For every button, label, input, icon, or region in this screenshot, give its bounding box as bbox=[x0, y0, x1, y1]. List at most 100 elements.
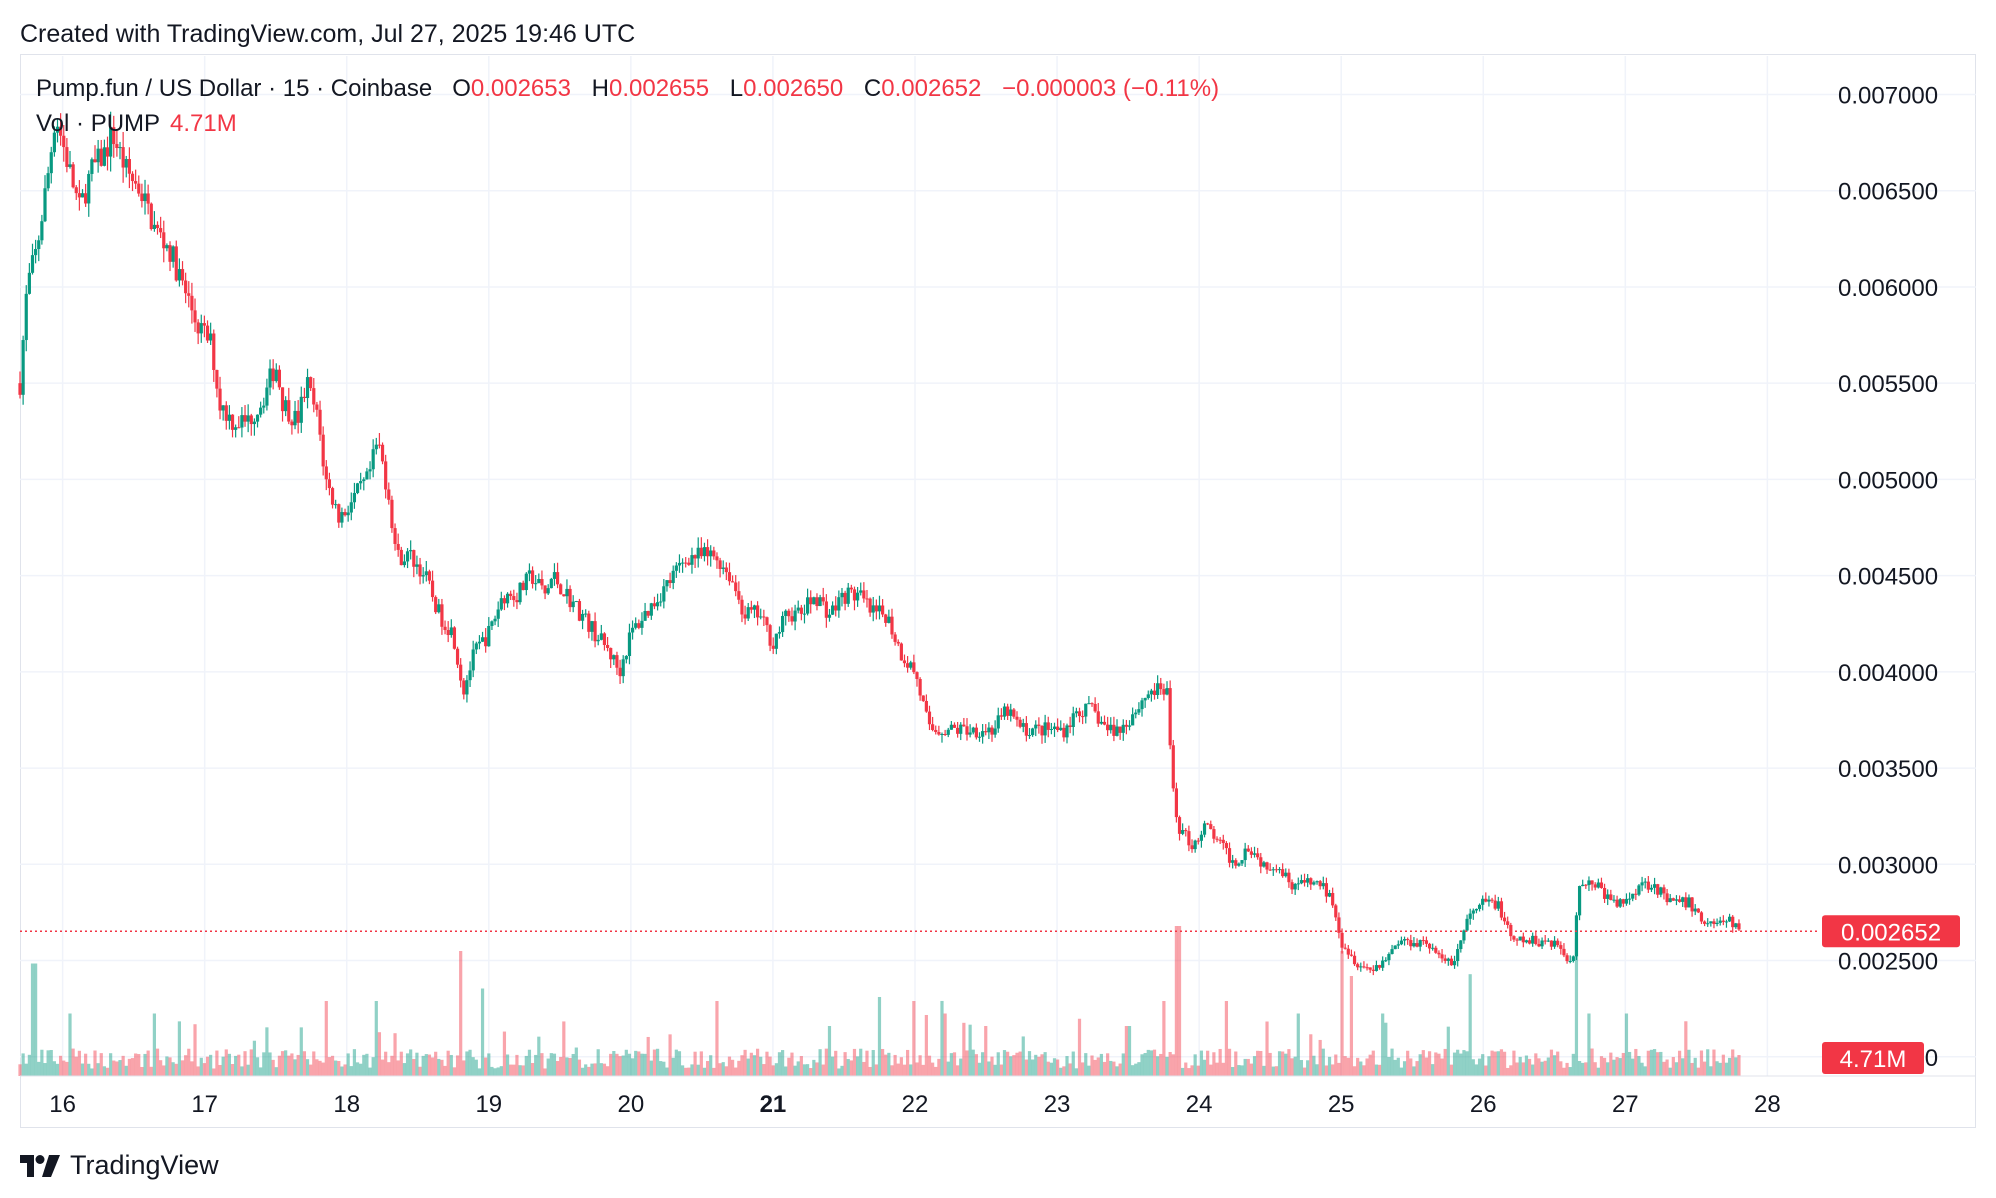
candle-body bbox=[359, 481, 363, 484]
candle-body bbox=[909, 662, 913, 668]
candle-body bbox=[218, 388, 222, 411]
candle-body bbox=[1271, 869, 1275, 871]
low-label: L bbox=[729, 75, 744, 102]
volume-bar bbox=[965, 1050, 969, 1076]
candle-body bbox=[484, 637, 488, 647]
volume-bar bbox=[837, 1068, 841, 1076]
candle-body bbox=[721, 567, 725, 569]
volume-bar bbox=[1115, 1066, 1119, 1076]
volume-bar bbox=[1206, 1050, 1210, 1076]
candle-body bbox=[209, 333, 213, 341]
candle-body bbox=[462, 680, 466, 695]
candle-body bbox=[1606, 894, 1610, 899]
volume-bar bbox=[1174, 926, 1178, 1076]
x-tick-label: 22 bbox=[902, 1091, 929, 1118]
volume-bar bbox=[1318, 1039, 1322, 1076]
symbol-title[interactable]: Pump.fun / US Dollar · 15 · Coinbase bbox=[36, 75, 433, 102]
volume-bar bbox=[1599, 1056, 1604, 1076]
volume-bar bbox=[677, 1051, 682, 1076]
volume-bar bbox=[699, 1051, 703, 1076]
tradingview-brand[interactable]: TradingView bbox=[20, 1150, 219, 1181]
volume-label[interactable]: Vol · PUMP bbox=[36, 110, 161, 137]
volume-bar bbox=[790, 1052, 794, 1076]
candle-body bbox=[1671, 898, 1675, 901]
volume-bar bbox=[743, 1049, 747, 1076]
volume-bar bbox=[846, 1059, 850, 1076]
y-tick-label: 0.002500 bbox=[1838, 949, 1938, 976]
candle-body bbox=[1418, 940, 1422, 947]
candle-body bbox=[1006, 706, 1010, 716]
candle-body bbox=[149, 203, 153, 229]
candle-body bbox=[1181, 830, 1185, 834]
volume-bar bbox=[1299, 1060, 1304, 1076]
volume-bar bbox=[65, 1061, 69, 1076]
candle-body bbox=[143, 193, 147, 202]
candle-body bbox=[1243, 848, 1247, 861]
candle-body bbox=[487, 625, 491, 647]
volume-bar bbox=[337, 1060, 341, 1076]
volume-bar bbox=[1606, 1062, 1610, 1076]
volume-bar bbox=[1659, 1051, 1663, 1076]
volume-bar bbox=[93, 1050, 97, 1076]
candle-body bbox=[1221, 839, 1225, 844]
candle-body bbox=[77, 193, 81, 198]
candle-body bbox=[646, 610, 650, 616]
volume-bar bbox=[159, 1060, 163, 1076]
candle-body bbox=[877, 605, 882, 612]
candle-body bbox=[962, 724, 966, 727]
candle-body bbox=[1390, 949, 1394, 955]
volume-bar bbox=[177, 1021, 181, 1076]
volume-bar bbox=[802, 1064, 807, 1076]
volume-bar bbox=[277, 1055, 282, 1076]
volume-bar bbox=[821, 1064, 825, 1076]
candle-body bbox=[862, 590, 866, 599]
candle-body bbox=[1324, 883, 1329, 897]
candle-body bbox=[124, 159, 128, 168]
volume-bar bbox=[1234, 1051, 1238, 1076]
candle-body bbox=[327, 479, 332, 489]
candle-body bbox=[649, 603, 653, 616]
volume-bar bbox=[1481, 1054, 1485, 1076]
volume-bar bbox=[1365, 1058, 1369, 1076]
candle-body bbox=[1621, 899, 1625, 904]
volume-bar bbox=[524, 1055, 528, 1076]
candle-body bbox=[1618, 899, 1622, 907]
volume-bar bbox=[1565, 1062, 1569, 1076]
candle-body bbox=[243, 415, 247, 422]
volume-bar bbox=[196, 1066, 200, 1076]
volume-bar bbox=[1449, 1064, 1454, 1076]
volume-bar bbox=[1334, 1054, 1338, 1076]
volume-bar bbox=[949, 1053, 953, 1076]
candle-body bbox=[499, 598, 503, 610]
candle-body bbox=[424, 571, 428, 576]
candle-body bbox=[512, 596, 516, 601]
candle-body bbox=[1474, 908, 1479, 911]
volume-bar bbox=[1427, 1051, 1432, 1076]
volume-bar bbox=[1706, 1049, 1710, 1076]
candle-body bbox=[752, 605, 757, 610]
candle-body bbox=[987, 727, 991, 733]
volume-bar bbox=[102, 1066, 106, 1076]
candle-body bbox=[906, 663, 910, 668]
candle-body bbox=[1327, 892, 1332, 897]
candle-body bbox=[812, 597, 816, 605]
candle-body bbox=[1584, 884, 1588, 886]
volume-bar bbox=[705, 1061, 710, 1076]
volume-bar bbox=[477, 1068, 482, 1076]
candle-body bbox=[1306, 878, 1310, 883]
candle-body bbox=[68, 164, 72, 167]
last-volume-tag bbox=[1822, 1042, 1924, 1074]
volume-bar bbox=[1121, 1053, 1125, 1076]
volume-bar bbox=[734, 1067, 738, 1076]
volume-bar bbox=[931, 1062, 935, 1076]
candle-body bbox=[405, 551, 410, 562]
volume-bar bbox=[412, 1058, 416, 1076]
candle-body bbox=[1009, 709, 1013, 716]
volume-bar bbox=[990, 1056, 994, 1076]
volume-bar bbox=[596, 1049, 600, 1076]
volume-bar bbox=[1159, 1053, 1163, 1076]
volume-bar bbox=[652, 1049, 657, 1076]
candle-body bbox=[1240, 860, 1244, 864]
candle-body bbox=[262, 405, 266, 408]
